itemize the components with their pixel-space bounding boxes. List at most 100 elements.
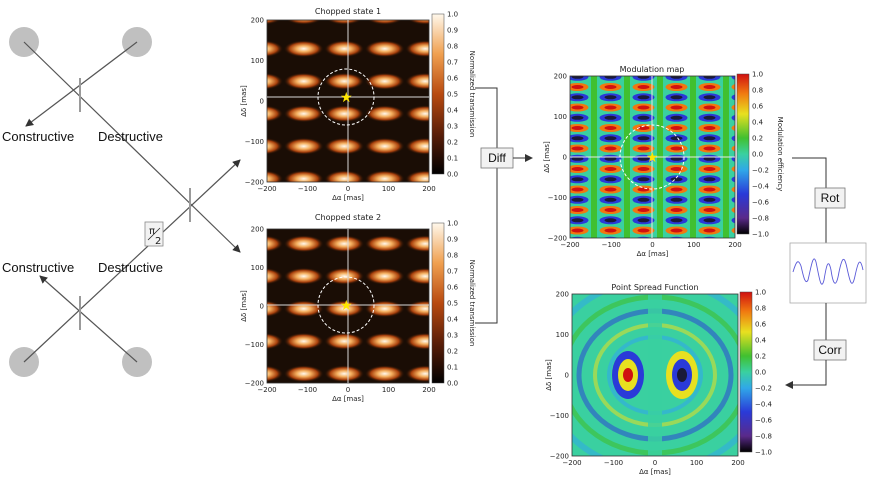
psf-colorbar-tick: −0.8 (755, 433, 772, 441)
chopped2-colorbar-tick: 0.1 (447, 364, 458, 372)
psf-colorbar-tick: 0.2 (755, 353, 766, 361)
modulation-star-icon: ★ (646, 150, 659, 166)
modulation-colorbar-label: Modulation efficiency (776, 117, 784, 192)
chopped1-y-tick: 0 (260, 98, 264, 106)
psf-y-tick: −200 (550, 453, 569, 461)
chopped1-y-tick: −100 (245, 138, 264, 146)
diff-label: Diff (488, 151, 506, 165)
chopped2-colorbar-tick: 0.3 (447, 332, 458, 340)
chopped1-colorbar-label: Normalized transmission (468, 51, 476, 138)
modulation-colorbar-tick: 0.6 (752, 103, 764, 111)
modulation-colorbar-tick: −0.2 (752, 167, 769, 175)
psf-y-tick: 100 (556, 331, 569, 339)
chopped1-y-tick: 200 (251, 17, 264, 25)
modulation-ticks: −200 −100 0 100 200 200 100 0 −100 −200 Δα [mas] Δδ… (543, 71, 770, 259)
chopped1-colorbar-tick: 0.3 (447, 123, 458, 131)
chopped2-colorbar-tick: 0.4 (447, 316, 459, 324)
chopped2-colorbar-tick: 0.0 (447, 380, 458, 388)
chopped1-x-tick: 200 (422, 185, 435, 193)
modulation-y-tick: −200 (548, 235, 567, 243)
chopped2-x-tick: 200 (422, 386, 435, 394)
corr-box (813, 339, 847, 361)
beam-top-left (23, 41, 241, 253)
beam-combiner-diagram: Constructive Destructive Constructive De… (2, 27, 241, 377)
psf-x-tick: 200 (731, 459, 744, 467)
modulation-x-tick: 200 (728, 241, 741, 249)
beam-top-right (25, 41, 138, 127)
chopped1-field-circle (317, 68, 375, 126)
label-constructive-bottom: Constructive (2, 260, 74, 275)
chopped1-colorbar-tick: 0.9 (447, 27, 458, 35)
signal-trace (792, 258, 864, 285)
rot-corr-pipeline: Rot Corr (785, 157, 867, 389)
psf-colorbar-tick: −1.0 (755, 449, 772, 457)
chopped2-x-tick: 100 (382, 386, 395, 394)
modulation-y-tick: 200 (554, 73, 567, 81)
phase-shifter: π 2 (144, 221, 164, 247)
chopped2-title: Chopped state 2 (315, 213, 381, 222)
chopped2-x-tick: −100 (298, 386, 317, 394)
diff-connector: Diff (475, 87, 533, 324)
modulation-colorbar-tick: −1.0 (752, 231, 769, 239)
modulation-xlabel: Δα [mas] (637, 250, 669, 258)
chopped2-x-tick: −200 (257, 386, 276, 394)
psf-y-tick: 200 (556, 291, 569, 299)
psf-colorbar-tick: 0.6 (755, 321, 767, 329)
chopped1-ticks: −200 −100 0 100 200 200 100 0 −100 −200 Δα [mas] Δδ… (240, 11, 459, 203)
chopped1-title: Chopped state 1 (315, 7, 381, 16)
panel-chopped-state-1: Chopped state 1 ★ −200 −100 0 100 200 200 100 0… (240, 7, 476, 202)
modulation-colorbar-tick: 0.8 (752, 87, 763, 95)
chopped2-y-tick: 0 (260, 303, 264, 311)
psf-y-tick: −100 (550, 412, 569, 420)
modulation-field-circle (619, 124, 685, 190)
modulation-ylabel: Δδ [mas] (543, 141, 551, 173)
psf-ylabel: Δδ [mas] (545, 359, 553, 391)
modulation-x-tick: −100 (602, 241, 621, 249)
modulation-title: Modulation map (620, 65, 685, 74)
modulation-colorbar-tick: 0.0 (752, 151, 763, 159)
chopped2-colorbar (431, 222, 445, 384)
psf-ticks: −200 −100 0 100 200 200 100 0 −100 −200 Δα [mas] Δδ… (545, 289, 773, 477)
label-constructive-top: Constructive (2, 129, 74, 144)
rot-label: Rot (821, 191, 840, 205)
chopped1-x-tick: 100 (382, 185, 395, 193)
chopped2-colorbar-label: Normalized transmission (468, 260, 476, 347)
psf-title: Point Spread Function (611, 283, 698, 292)
psf-colorbar-tick: 0.8 (755, 305, 766, 313)
chopped1-colorbar (431, 13, 445, 175)
chopped2-colorbar-tick: 0.6 (447, 284, 459, 292)
psf-colorbar-tick: −0.4 (755, 401, 773, 409)
chopped2-ylabel: Δδ [mas] (240, 290, 248, 322)
psf-colorbar-tick: −0.6 (755, 417, 773, 425)
panel-point-spread-function: Point Spread Function −200 −100 0 100 200 200… (545, 283, 773, 477)
signal-trace-box (789, 242, 867, 304)
modulation-colorbar-tick: −0.8 (752, 215, 769, 223)
chopped1-colorbar-tick: 0.0 (447, 171, 458, 179)
psf-colorbar-tick: −0.2 (755, 385, 772, 393)
chopped2-ticks: −200 −100 0 100 200 200 100 0 −100 −200 Δα [mas] Δδ… (240, 220, 459, 404)
psf-colorbar-tick: 0.4 (755, 337, 767, 345)
panel-modulation-map: Modulation map ★ −200 −100 0 100 2002001000−… (543, 65, 784, 258)
beam-bottom-left (23, 159, 241, 363)
chopped2-x-tick: 0 (346, 386, 350, 394)
psf-colorbar-tick: 0.0 (755, 369, 766, 377)
chopped1-colorbar-tick: 0.5 (447, 91, 458, 99)
chopped2-y-tick: 200 (251, 226, 264, 234)
modulation-y-tick: −100 (548, 194, 567, 202)
chopped1-colorbar-tick: 0.4 (447, 107, 459, 115)
beam-bottom-right (39, 275, 138, 363)
psf-xlabel: Δα [mas] (639, 468, 671, 476)
chopped2-star-icon: ★ (340, 298, 353, 314)
chopped2-colorbar-tick: 0.2 (447, 348, 458, 356)
chopped1-colorbar-tick: 0.8 (447, 43, 458, 51)
chopped1-y-tick: −200 (245, 179, 264, 187)
chopped1-ylabel: Δδ [mas] (240, 85, 248, 117)
psf-colorbar (739, 291, 753, 453)
corr-label: Corr (818, 343, 841, 357)
modulation-colorbar-tick: 1.0 (752, 71, 763, 79)
modulation-colorbar-tick: −0.6 (752, 199, 770, 207)
chopped2-colorbar-tick: 0.7 (447, 268, 458, 276)
chopped2-y-tick: 100 (251, 264, 264, 272)
modulation-colorbar-tick: 0.2 (752, 135, 763, 143)
